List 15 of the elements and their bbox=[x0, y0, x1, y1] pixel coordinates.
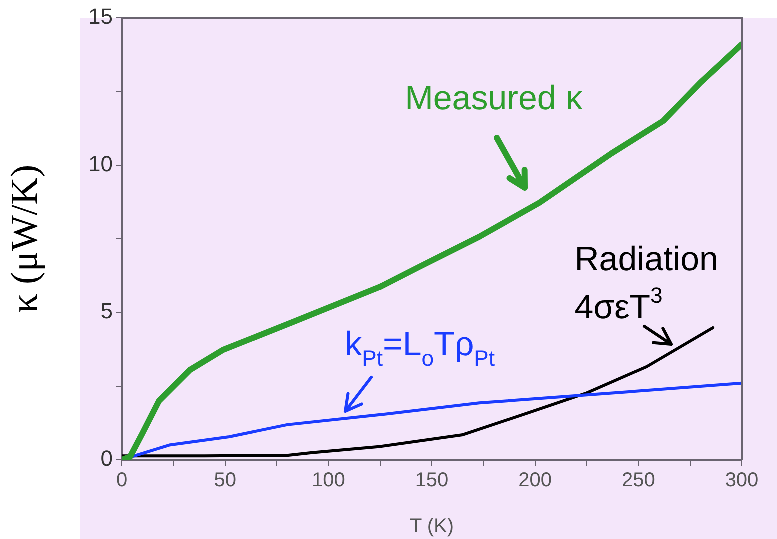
x-tick-label: 50 bbox=[214, 470, 236, 492]
x-tick-label: 250 bbox=[622, 470, 656, 492]
y-tick-label: 15 bbox=[88, 4, 113, 30]
x-tick-label: 150 bbox=[415, 470, 449, 492]
y-axis-title: κ (μW/K) bbox=[4, 164, 46, 314]
y-tick-label: 0 bbox=[100, 446, 113, 472]
annotation: Radiation bbox=[574, 240, 718, 278]
x-tick-label: 300 bbox=[725, 470, 759, 492]
x-tick-label: 100 bbox=[312, 470, 346, 492]
x-tick-label: 200 bbox=[518, 470, 552, 492]
y-tick-label: 10 bbox=[88, 151, 113, 176]
x-tick-label: 0 bbox=[116, 470, 128, 492]
annotation: Measured κ bbox=[405, 80, 584, 118]
x-axis-title: T (K) bbox=[410, 516, 454, 538]
y-tick-label: 5 bbox=[100, 298, 113, 324]
